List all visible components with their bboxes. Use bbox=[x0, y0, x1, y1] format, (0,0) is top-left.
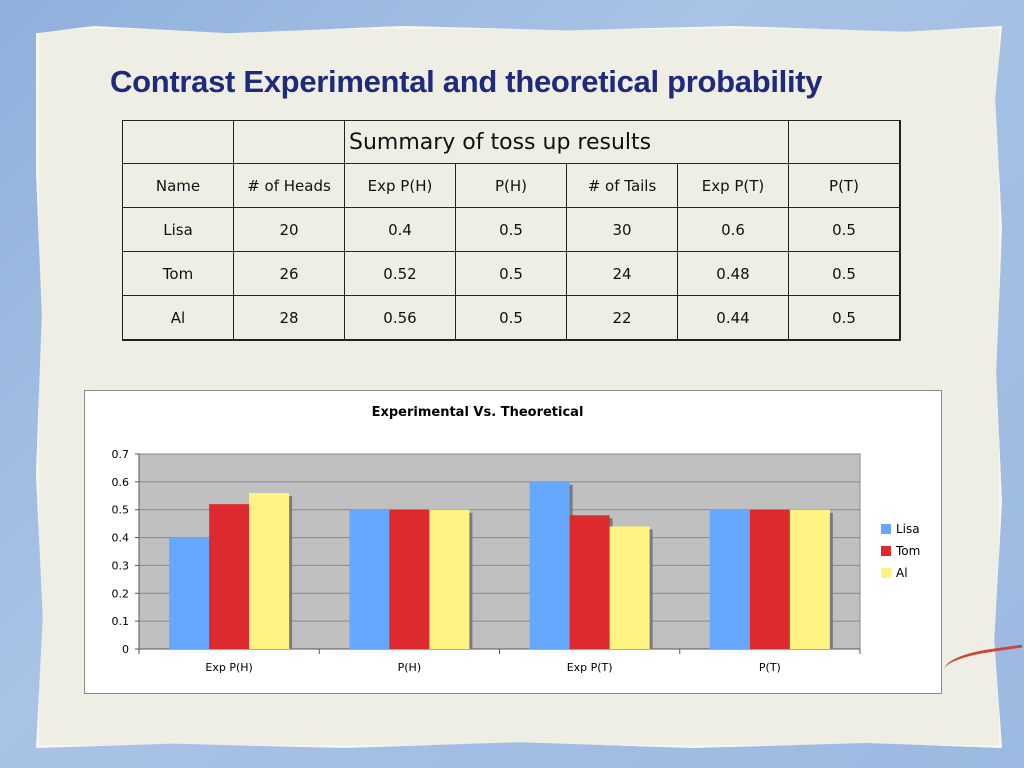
legend-swatch-al bbox=[881, 568, 891, 578]
y-tick-label: 0.5 bbox=[112, 504, 130, 517]
bar-al-0 bbox=[249, 493, 290, 649]
table-cell: 0.48 bbox=[677, 251, 789, 296]
table-cell: 24 bbox=[566, 251, 678, 296]
legend-swatch-lisa bbox=[881, 524, 891, 534]
bar-lisa-0 bbox=[169, 537, 210, 649]
y-tick-label: 0.2 bbox=[112, 587, 130, 600]
table-cell-empty bbox=[788, 120, 900, 164]
bar-chart: Experimental Vs. Theoretical 0 0.1 0.2 0.3 0.… bbox=[84, 390, 942, 694]
y-tick-label: 0.6 bbox=[112, 476, 130, 489]
table-cell: 30 bbox=[566, 207, 678, 252]
header-exp-pt: Exp P(T) bbox=[677, 163, 789, 208]
summary-table: Summary of toss up results Name # of Hea… bbox=[122, 120, 901, 341]
table-row: Al 28 0.56 0.5 22 0.44 0.5 bbox=[122, 295, 900, 340]
table-cell: 26 bbox=[233, 251, 345, 296]
bar-al-1 bbox=[429, 509, 470, 649]
table-cell-empty bbox=[122, 120, 234, 164]
table-cell-empty bbox=[233, 120, 345, 164]
table-cell: 0.56 bbox=[344, 295, 456, 340]
table-cell: Tom bbox=[122, 251, 234, 296]
table-cell: 0.44 bbox=[677, 295, 789, 340]
table-header-row: Name # of Heads Exp P(H) P(H) # of Tails… bbox=[122, 163, 900, 208]
header-tails: # of Tails bbox=[566, 163, 678, 208]
bar-al-2 bbox=[609, 526, 650, 649]
table-cell: 0.5 bbox=[455, 251, 567, 296]
table-title-row: Summary of toss up results bbox=[122, 120, 900, 164]
bar-tom-2 bbox=[569, 515, 610, 649]
table-cell: 22 bbox=[566, 295, 678, 340]
table-cell: 0.4 bbox=[344, 207, 456, 252]
legend-label-lisa: Lisa bbox=[896, 522, 920, 536]
y-tick-label: 0.4 bbox=[112, 532, 130, 545]
table-cell: 0.5 bbox=[788, 207, 900, 252]
table-cell: 0.6 bbox=[677, 207, 789, 252]
bar-tom-3 bbox=[749, 509, 790, 649]
table-cell: 0.5 bbox=[788, 251, 900, 296]
chart-title: Experimental Vs. Theoretical bbox=[372, 405, 584, 420]
table-row: Tom 26 0.52 0.5 24 0.48 0.5 bbox=[122, 251, 900, 296]
chart-svg: Experimental Vs. Theoretical 0 0.1 0.2 0.3 0.… bbox=[112, 405, 921, 674]
y-tick-label: 0 bbox=[122, 643, 129, 656]
header-ph: P(H) bbox=[455, 163, 567, 208]
table-cell: 0.5 bbox=[455, 207, 567, 252]
bar-al-3 bbox=[789, 509, 830, 649]
legend-label-tom: Tom bbox=[895, 544, 920, 558]
x-tick-label: Exp P(T) bbox=[567, 661, 613, 674]
table-title: Summary of toss up results bbox=[344, 120, 789, 164]
legend-swatch-tom bbox=[881, 546, 891, 556]
table-cell: 0.5 bbox=[788, 295, 900, 340]
table-cell: 0.52 bbox=[344, 251, 456, 296]
bar-lisa-2 bbox=[529, 481, 570, 649]
table-row: Lisa 20 0.4 0.5 30 0.6 0.5 bbox=[122, 207, 900, 252]
header-heads: # of Heads bbox=[233, 163, 345, 208]
header-pt: P(T) bbox=[788, 163, 900, 208]
y-tick-label: 0.3 bbox=[112, 559, 130, 572]
header-name: Name bbox=[122, 163, 234, 208]
table-cell: 0.5 bbox=[455, 295, 567, 340]
bar-tom-0 bbox=[209, 504, 250, 649]
header-exp-ph: Exp P(H) bbox=[344, 163, 456, 208]
bar-lisa-3 bbox=[709, 509, 750, 649]
x-tick-label: Exp P(H) bbox=[205, 661, 252, 674]
table-cell: 20 bbox=[233, 207, 345, 252]
y-tick-label: 0.7 bbox=[112, 448, 130, 461]
legend-label-al: Al bbox=[896, 566, 908, 580]
x-tick-label: P(H) bbox=[398, 661, 422, 674]
table-cell: Lisa bbox=[122, 207, 234, 252]
x-tick-label: P(T) bbox=[759, 661, 781, 674]
table-cell: 28 bbox=[233, 295, 345, 340]
bar-lisa-1 bbox=[349, 509, 390, 649]
y-tick-label: 0.1 bbox=[112, 615, 130, 628]
bar-tom-1 bbox=[389, 509, 430, 649]
table-cell: Al bbox=[122, 295, 234, 340]
slide-title: Contrast Experimental and theoretical pr… bbox=[110, 64, 823, 99]
